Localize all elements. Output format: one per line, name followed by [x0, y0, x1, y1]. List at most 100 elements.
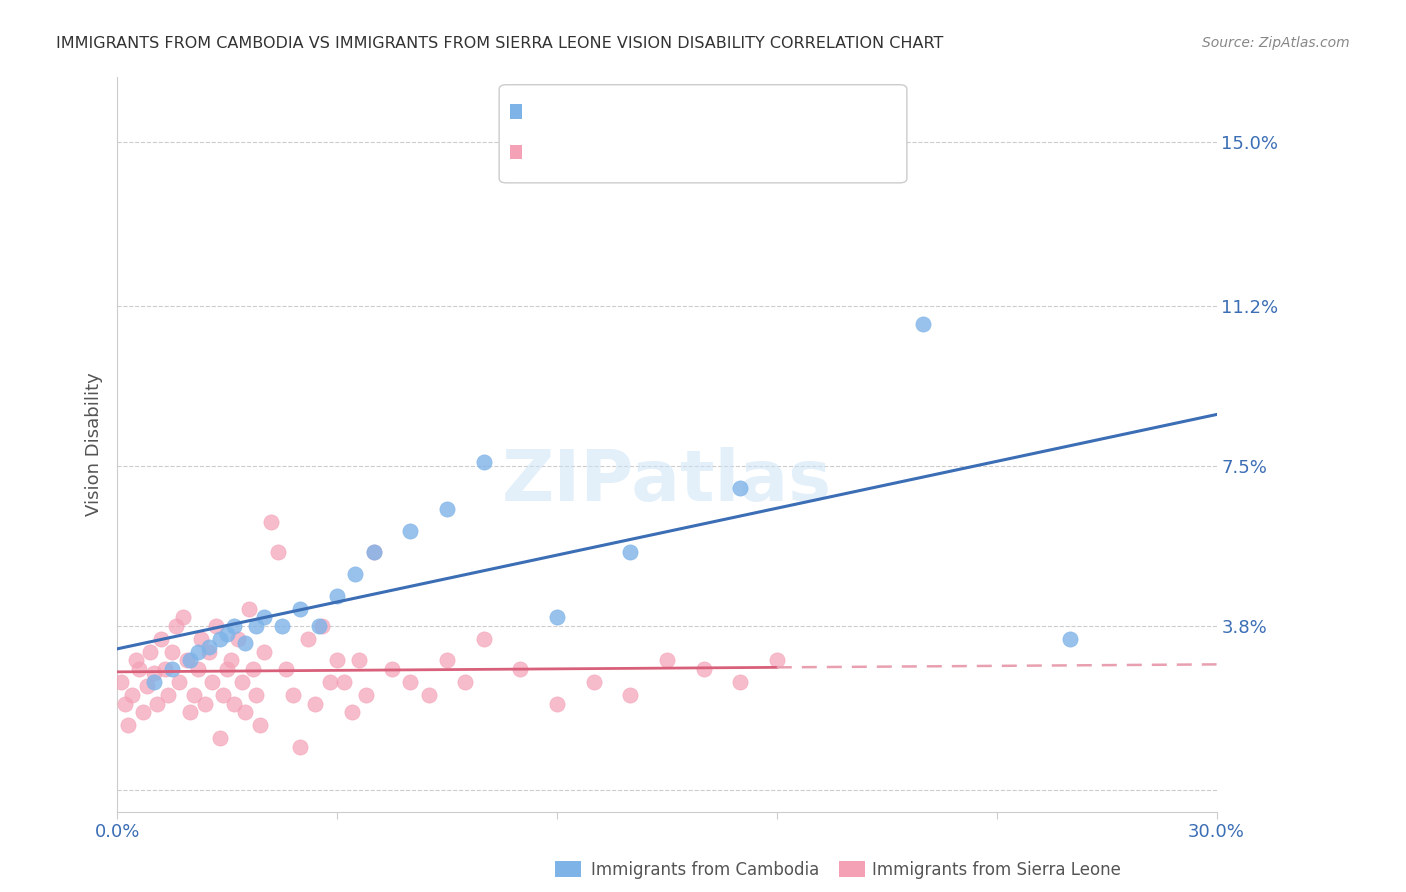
- Point: [114, 697, 136, 711]
- Point: [201, 675, 224, 690]
- Point: [212, 688, 235, 702]
- Point: [217, 627, 239, 641]
- Point: [165, 619, 187, 633]
- Point: [245, 688, 267, 702]
- Point: [132, 705, 155, 719]
- Text: Immigrants from Cambodia: Immigrants from Cambodia: [591, 861, 818, 879]
- Point: [226, 632, 249, 646]
- Point: [340, 705, 363, 719]
- Point: [311, 619, 333, 633]
- Point: [363, 545, 385, 559]
- Point: [308, 619, 330, 633]
- Point: [619, 688, 641, 702]
- Point: [692, 662, 714, 676]
- Point: [344, 567, 367, 582]
- Point: [135, 679, 157, 693]
- Point: [142, 675, 165, 690]
- Point: [436, 653, 458, 667]
- Point: [297, 632, 319, 646]
- Point: [436, 502, 458, 516]
- Point: [160, 662, 183, 676]
- Text: 25: 25: [665, 103, 688, 120]
- Text: 69: 69: [665, 143, 688, 161]
- Point: [356, 688, 378, 702]
- Point: [224, 697, 246, 711]
- Point: [546, 610, 568, 624]
- Point: [169, 675, 191, 690]
- Text: Immigrants from Sierra Leone: Immigrants from Sierra Leone: [872, 861, 1121, 879]
- Point: [198, 645, 221, 659]
- Text: ZIPatlas: ZIPatlas: [502, 447, 832, 516]
- Text: N =: N =: [626, 103, 662, 120]
- Point: [235, 636, 257, 650]
- Point: [619, 545, 641, 559]
- Point: [235, 705, 257, 719]
- Point: [238, 601, 260, 615]
- Point: [326, 653, 349, 667]
- Point: [472, 455, 495, 469]
- Point: [194, 697, 217, 711]
- Point: [271, 619, 294, 633]
- Point: [765, 653, 787, 667]
- Point: [208, 731, 231, 745]
- Point: [728, 675, 751, 690]
- Point: [231, 675, 253, 690]
- Text: 0.060: 0.060: [565, 143, 617, 161]
- Point: [179, 705, 201, 719]
- Point: [454, 675, 477, 690]
- Point: [347, 653, 370, 667]
- Point: [912, 317, 935, 331]
- Point: [363, 545, 385, 559]
- Point: [304, 697, 326, 711]
- Point: [139, 645, 162, 659]
- Point: [253, 610, 276, 624]
- Point: [190, 632, 212, 646]
- Point: [153, 662, 176, 676]
- Text: 0.816: 0.816: [565, 103, 617, 120]
- Text: Source: ZipAtlas.com: Source: ZipAtlas.com: [1202, 36, 1350, 50]
- Point: [249, 718, 271, 732]
- Point: [121, 688, 143, 702]
- Text: R =: R =: [523, 103, 560, 120]
- Point: [146, 697, 169, 711]
- Point: [187, 645, 209, 659]
- Point: [198, 640, 221, 655]
- Point: [128, 662, 150, 676]
- Point: [160, 645, 183, 659]
- Point: [224, 619, 246, 633]
- Point: [245, 619, 267, 633]
- Point: [399, 675, 422, 690]
- Point: [290, 601, 312, 615]
- Y-axis label: Vision Disability: Vision Disability: [86, 373, 103, 516]
- Point: [267, 545, 290, 559]
- Point: [208, 632, 231, 646]
- Point: [509, 662, 531, 676]
- Point: [274, 662, 297, 676]
- Point: [655, 653, 678, 667]
- Point: [399, 524, 422, 538]
- Point: [124, 653, 146, 667]
- Point: [219, 653, 242, 667]
- Text: R =: R =: [523, 143, 560, 161]
- Point: [150, 632, 173, 646]
- Point: [326, 589, 349, 603]
- Point: [260, 515, 283, 529]
- Point: [728, 481, 751, 495]
- Text: N =: N =: [626, 143, 662, 161]
- Point: [205, 619, 228, 633]
- Point: [242, 662, 264, 676]
- Point: [172, 610, 194, 624]
- Point: [110, 675, 132, 690]
- Point: [582, 675, 605, 690]
- Point: [157, 688, 180, 702]
- Point: [333, 675, 356, 690]
- Point: [183, 688, 205, 702]
- Point: [1059, 632, 1081, 646]
- Point: [253, 645, 276, 659]
- Point: [217, 662, 239, 676]
- Point: [290, 739, 312, 754]
- Point: [176, 653, 198, 667]
- Point: [142, 666, 165, 681]
- Point: [281, 688, 304, 702]
- Text: IMMIGRANTS FROM CAMBODIA VS IMMIGRANTS FROM SIERRA LEONE VISION DISABILITY CORRE: IMMIGRANTS FROM CAMBODIA VS IMMIGRANTS F…: [56, 36, 943, 51]
